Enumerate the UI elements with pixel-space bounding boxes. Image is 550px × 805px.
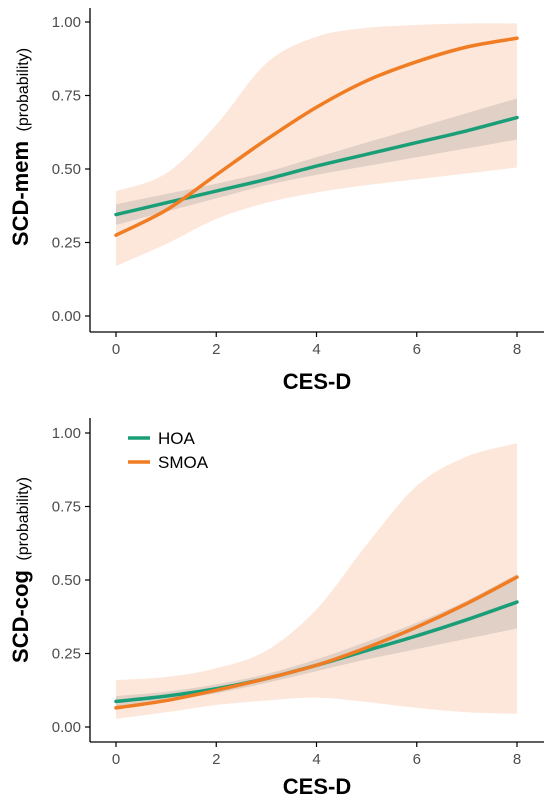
axes: 0.00 0.25 0.50 0.75 1.00 0 2 4 6 8 bbox=[52, 8, 544, 358]
confidence-bands bbox=[116, 23, 517, 267]
y-axis-title-main: SCD-cog bbox=[8, 570, 33, 663]
legend-label-hoa: HOA bbox=[158, 429, 196, 448]
x-tick-label: 6 bbox=[413, 341, 421, 358]
legend: HOA SMOA bbox=[128, 429, 209, 472]
legend-label-smoa: SMOA bbox=[158, 453, 209, 472]
x-tick-label: 2 bbox=[212, 341, 220, 358]
axes: 0.00 0.25 0.50 0.75 1.00 0 2 4 6 8 bbox=[52, 418, 544, 768]
y-tick-label: 0.75 bbox=[52, 88, 81, 105]
x-tick-label: 4 bbox=[312, 341, 320, 358]
x-tick-label: 6 bbox=[413, 751, 421, 768]
series-line-smoa bbox=[114, 575, 519, 710]
x-tick-label: 8 bbox=[513, 751, 521, 768]
x-tick-label: 2 bbox=[212, 751, 220, 768]
y-tick-label: 0.50 bbox=[52, 161, 81, 178]
y-tick-label: 1.00 bbox=[52, 14, 81, 31]
y-tick-label: 0.75 bbox=[52, 499, 81, 516]
y-axis-title: SCD-cog (probability) bbox=[8, 477, 33, 663]
x-tick-label: 0 bbox=[112, 341, 120, 358]
x-axis-title: CES-D bbox=[283, 774, 351, 799]
y-axis-title-main: SCD-mem bbox=[8, 141, 33, 246]
y-tick-label: 0.50 bbox=[52, 572, 81, 589]
y-tick-label: 0.00 bbox=[52, 719, 81, 736]
y-tick-label: 0.25 bbox=[52, 646, 81, 663]
series-lines bbox=[114, 575, 519, 710]
y-tick-label: 1.00 bbox=[52, 425, 81, 442]
y-axis-title: SCD-mem (probability) bbox=[8, 48, 33, 246]
chart-scd-cog: 0.00 0.25 0.50 0.75 1.00 0 2 4 6 8 CES-D SCD-cog … bbox=[8, 418, 544, 799]
x-tick-label: 0 bbox=[112, 751, 120, 768]
x-axis-title: CES-D bbox=[283, 369, 351, 394]
ci-band-smoa bbox=[116, 23, 517, 267]
chart-scd-mem: 0.00 0.25 0.50 0.75 1.00 0 2 4 6 8 CES-D SCD-mem … bbox=[8, 8, 544, 394]
confidence-bands bbox=[116, 443, 517, 719]
x-tick-label: 8 bbox=[513, 341, 521, 358]
ci-band-smoa bbox=[116, 443, 517, 719]
ci-band-hoa bbox=[116, 98, 517, 225]
y-tick-label: 0.25 bbox=[52, 235, 81, 252]
y-axis-title-sub: (probability) bbox=[15, 48, 32, 132]
ci-band-hoa bbox=[116, 574, 517, 707]
y-axis-title-sub: (probability) bbox=[15, 477, 32, 561]
x-tick-label: 4 bbox=[312, 751, 320, 768]
y-tick-label: 0.00 bbox=[52, 308, 81, 325]
series-lines bbox=[114, 36, 519, 237]
series-line-smoa bbox=[114, 36, 519, 237]
